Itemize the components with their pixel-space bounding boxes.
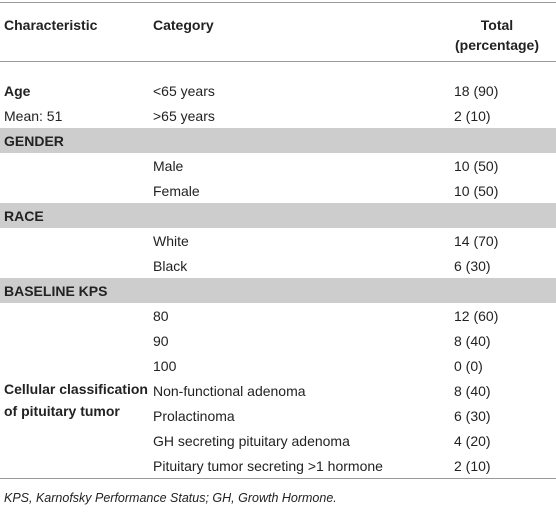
total-cell: 6 (30): [454, 407, 491, 424]
table-row: 90 8 (40): [0, 328, 556, 353]
data-table: Characteristic Category Total (percentag…: [0, 2, 556, 479]
empty-cell: [0, 153, 153, 178]
section-label: BASELINE KPS: [0, 278, 556, 303]
category-cell: White: [153, 232, 189, 249]
table-row: Black 6 (30): [0, 253, 556, 278]
table-row: White 14 (70): [0, 228, 556, 253]
section-label: RACE: [0, 203, 556, 228]
empty-cell: [0, 353, 153, 378]
total-cell: 12 (60): [454, 307, 499, 324]
category-cell: Non-functional adenoma: [153, 382, 306, 399]
table-row: BASELINE KPS: [0, 278, 556, 303]
category-cell: GH secreting pituitary adenoma: [153, 432, 350, 449]
category-cell: Female: [153, 182, 200, 199]
total-cell: 10 (50): [454, 157, 499, 174]
total-cell: 8 (40): [454, 332, 491, 349]
category-cell: >65 years: [153, 107, 215, 124]
table-body: Age <65 years 18 (90) Mean: 51 >65 years 2 (1…: [0, 62, 556, 479]
table-row: Cellular classification of pituitary tum…: [0, 378, 556, 419]
table-row: GENDER: [0, 128, 556, 153]
total-cell: 2 (10): [454, 457, 491, 474]
total-cell: 14 (70): [454, 232, 499, 249]
table-row: Male 10 (50): [0, 153, 556, 178]
empty-cell: [0, 178, 153, 203]
category-cell: Pituitary tumor secreting >1 hormone: [153, 457, 383, 474]
footnote: KPS, Karnofsky Performance Status; GH, G…: [4, 491, 337, 505]
total-cell: 2 (10): [454, 107, 491, 124]
table-row: RACE: [0, 203, 556, 228]
total-cell: 0 (0): [454, 357, 483, 374]
characteristic-cell: Cellular classification of pituitary tum…: [4, 381, 148, 419]
empty-cell: [0, 253, 153, 278]
total-cell: 8 (40): [454, 382, 491, 399]
category-cell: 90: [153, 332, 169, 349]
total-cell: 6 (30): [454, 257, 491, 274]
table-row: Age <65 years 18 (90): [0, 62, 556, 104]
table-row: Pituitary tumor secreting >1 hormone 2 (1…: [0, 453, 556, 479]
empty-cell: [0, 303, 153, 328]
table-row: Female 10 (50): [0, 178, 556, 203]
category-cell: 80: [153, 307, 169, 324]
total-cell: 18 (90): [454, 83, 499, 99]
characteristic-cell: Mean: 51: [4, 107, 63, 124]
category-cell: 100: [153, 357, 177, 374]
empty-cell: [0, 228, 153, 253]
characteristic-cell: Age: [4, 83, 31, 99]
table-row: Mean: 51 >65 years 2 (10): [0, 103, 556, 128]
total-cell: 10 (50): [454, 182, 499, 199]
category-cell: Black: [153, 257, 188, 274]
category-cell: Prolactinoma: [153, 407, 235, 424]
table-row: GH secreting pituitary adenoma 4 (20): [0, 428, 556, 453]
section-label: GENDER: [0, 128, 556, 153]
header-cell: Category: [153, 2, 444, 62]
table-row: 100 0 (0): [0, 353, 556, 378]
table-row: 80 12 (60): [0, 303, 556, 328]
empty-cell: [0, 328, 153, 353]
header-cell: Characteristic: [0, 2, 153, 62]
header-cell: Total (percentage): [444, 2, 556, 62]
header-row: Characteristic Category Total (percentag…: [0, 2, 556, 62]
table-row: Prolactinoma 6 (30): [0, 403, 556, 428]
category-cell: Male: [153, 157, 184, 174]
category-cell: <65 years: [153, 83, 215, 99]
total-cell: 4 (20): [454, 432, 491, 449]
